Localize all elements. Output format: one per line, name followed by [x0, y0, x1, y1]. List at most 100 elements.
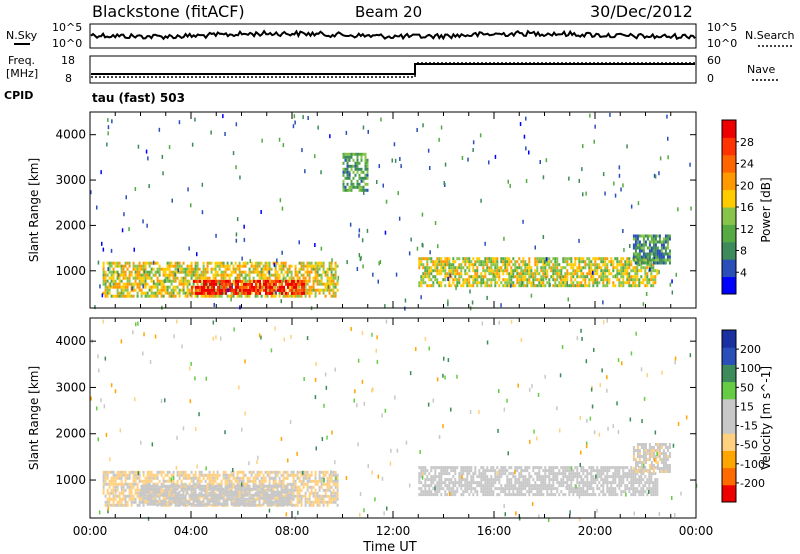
colorbar-tick-label: 50	[740, 381, 754, 394]
scatter-points	[90, 112, 692, 311]
region-evening-echo	[418, 466, 659, 497]
freq-label-2: [MHz]	[6, 67, 38, 80]
colorbar-tick-label: 24	[740, 158, 754, 171]
power-data-layer	[90, 112, 692, 311]
cpid-value: tau (fast) 503	[92, 91, 185, 105]
colorbar-tick-label: 12	[740, 223, 754, 236]
y-tick-label: 1000	[55, 473, 86, 487]
freq-panel: Freq. [MHz] 18 8 60 0 Nave CPID tau (fas…	[4, 54, 778, 105]
colorbar-tick-label: -200	[740, 477, 765, 490]
velocity-y-label: Slant Range [km]	[27, 366, 41, 470]
velocity-y-axis: 1000 2000 3000 4000	[55, 334, 696, 487]
colorbar-swatch	[722, 137, 736, 156]
y-tick-label: 1000	[55, 264, 86, 278]
colorbar-tick-label: -100	[740, 458, 765, 471]
colorbar-swatch	[722, 381, 736, 400]
colorbar-swatch	[722, 433, 736, 451]
colorbar-swatch	[722, 364, 736, 383]
colorbar-swatch	[722, 450, 736, 469]
colorbar-swatch	[722, 330, 736, 348]
colorbar-tick-label: -50	[740, 439, 758, 452]
colorbar-swatch	[722, 224, 736, 243]
region-evening-echo	[418, 257, 659, 288]
cpid-label: CPID	[4, 89, 33, 102]
x-tick-label: 00:00	[679, 524, 714, 538]
x-tick-label: 08:00	[275, 524, 310, 538]
colorbar-tick-label: 28	[740, 136, 754, 149]
colorbar-swatch	[722, 416, 736, 434]
region-ground-scatter-core	[140, 484, 293, 506]
colorbar-tick-label: 200	[740, 343, 761, 356]
y-tick-label: 4000	[55, 128, 86, 142]
region-late-rise	[632, 234, 671, 265]
freq-tick-bottom: 8	[65, 72, 72, 85]
noise-panel: N.Sky 10^5 10^0 10^5 10^0 N.Search	[6, 21, 795, 50]
station-title: Blackstone (fitACF)	[92, 2, 245, 21]
noise-panel-frame	[89, 23, 697, 49]
colorbar-swatch	[722, 347, 736, 365]
colorbar-swatch	[722, 467, 736, 486]
scatter-points	[90, 318, 698, 522]
colorbar-swatch	[722, 189, 736, 208]
noise-right-tick-top: 10^5	[707, 21, 737, 34]
nave-tick-top: 60	[707, 54, 721, 67]
x-tick-label: 04:00	[174, 524, 209, 538]
power-y-axis: 1000 2000 3000 4000	[55, 128, 696, 278]
freq-tick-top: 18	[61, 54, 75, 67]
colorbar-swatch	[722, 207, 736, 225]
velocity-colorbar-label: Velocity [m s^-1]	[759, 366, 773, 470]
velocity-colorbar: -200 -100 -50 -15 15 50 100 200	[721, 329, 765, 503]
region-strong-core	[191, 279, 305, 295]
colorbar-tick-label: 4	[740, 266, 747, 279]
nave-label: Nave	[747, 63, 775, 76]
colorbar-swatch	[722, 276, 736, 295]
power-x-ticks	[89, 112, 697, 308]
x-axis-title: Time UT	[362, 540, 416, 554]
y-tick-label: 2000	[55, 218, 86, 232]
colorbar-swatch	[722, 120, 736, 138]
colorbar-swatch	[722, 484, 736, 503]
colorbar-swatch	[722, 259, 736, 278]
region-sporadic-mid	[342, 152, 369, 192]
noise-right-label: N.Search	[745, 29, 795, 42]
date-label: 30/Dec/2012	[590, 2, 693, 21]
power-colorbar-label: Power [dB]	[759, 177, 773, 242]
colorbar-swatch	[722, 241, 736, 260]
colorbar-tick-label: -15	[740, 420, 758, 433]
nave-tick-bottom: 0	[707, 72, 714, 85]
freq-line	[91, 63, 695, 75]
power-y-label: Slant Range [km]	[27, 158, 41, 262]
colorbar-swatch	[722, 398, 736, 417]
velocity-panel: 1000 2000 3000 4000 Slant Range [km] -200 -1…	[27, 317, 773, 522]
freq-label-1: Freq.	[8, 54, 35, 67]
x-tick-label: 12:00	[376, 524, 411, 538]
noise-sky-line	[90, 29, 696, 41]
colorbar-tick-label: 8	[740, 245, 747, 258]
colorbar-swatch	[722, 154, 736, 173]
velocity-x-ticks	[89, 318, 697, 518]
noise-right-tick-bottom: 10^0	[707, 37, 737, 50]
colorbar-tick-label: 15	[740, 400, 754, 413]
noise-left-tick-bottom: 10^0	[52, 37, 82, 50]
noise-left-label: N.Sky	[6, 29, 38, 42]
colorbar-swatch	[722, 172, 736, 191]
nave-line	[91, 62, 695, 78]
beam-label: Beam 20	[355, 3, 422, 21]
y-tick-label: 4000	[55, 334, 86, 348]
y-tick-label: 3000	[55, 173, 86, 187]
x-tick-label: 00:00	[73, 524, 108, 538]
power-colorbar: 4 8 12 16 20 24 28	[721, 119, 754, 295]
y-tick-label: 3000	[55, 380, 86, 394]
y-tick-label: 2000	[55, 427, 86, 441]
x-tick-label: 16:00	[477, 524, 512, 538]
colorbar-tick-label: 16	[740, 201, 754, 214]
x-tick-label: 20:00	[578, 524, 613, 538]
colorbar-tick-label: 100	[740, 362, 761, 375]
freq-panel-frame	[89, 55, 697, 84]
power-panel: 1000 2000 3000 4000 Slant Range [km] 4 8 12 16…	[27, 111, 773, 311]
colorbar-tick-label: 20	[740, 179, 754, 192]
noise-left-tick-top: 10^5	[52, 21, 82, 34]
x-axis-labels: 00:00 04:00 08:00 12:00 16:00 20:00 00:00	[73, 524, 714, 538]
colorbar-frame	[721, 329, 737, 503]
